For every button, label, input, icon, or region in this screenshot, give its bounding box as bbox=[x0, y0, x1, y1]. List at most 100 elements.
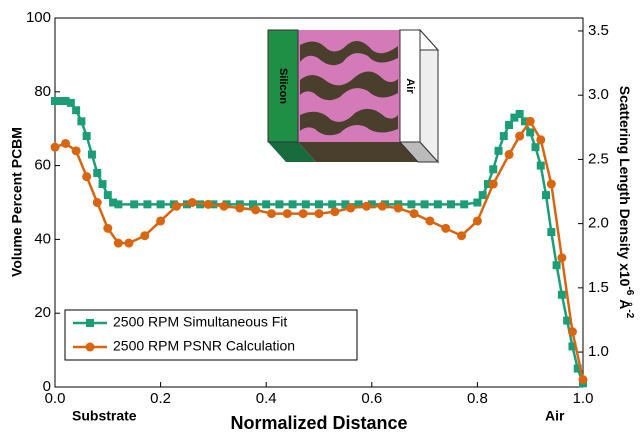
data-point bbox=[546, 179, 556, 189]
data-point bbox=[61, 138, 71, 148]
data-point bbox=[109, 198, 118, 207]
data-point bbox=[51, 97, 59, 106]
inset-label: Silicon bbox=[277, 68, 289, 104]
data-point bbox=[93, 168, 102, 177]
data-point bbox=[301, 200, 310, 209]
data-point bbox=[354, 200, 363, 209]
data-point bbox=[563, 316, 572, 325]
y-tick-label: 0 bbox=[43, 378, 51, 395]
data-point bbox=[542, 191, 551, 200]
data-point bbox=[143, 200, 152, 209]
data-point bbox=[367, 200, 376, 209]
y2-label-part: Å bbox=[617, 295, 633, 309]
y-tick-label: 80 bbox=[34, 83, 51, 100]
data-point bbox=[103, 191, 112, 200]
data-point bbox=[275, 200, 284, 209]
data-point bbox=[433, 200, 442, 209]
data-point bbox=[547, 228, 556, 237]
x-tick-label: 1.0 bbox=[573, 390, 594, 407]
data-point bbox=[515, 131, 525, 141]
data-point bbox=[71, 146, 81, 156]
data-point bbox=[61, 97, 70, 106]
annotation: Air bbox=[545, 408, 565, 424]
data-point bbox=[531, 143, 540, 152]
y-tick-label: 40 bbox=[34, 230, 51, 247]
y2-tick-label: 2.5 bbox=[588, 150, 609, 167]
y2-label-part: Scattering Length Density x10 bbox=[617, 86, 633, 287]
data-point bbox=[525, 116, 535, 126]
inset-label: Air bbox=[404, 78, 416, 94]
data-point bbox=[409, 209, 419, 219]
data-point bbox=[315, 200, 323, 209]
data-point bbox=[473, 198, 482, 207]
y2-label-part: -2 bbox=[624, 309, 635, 318]
data-point bbox=[499, 132, 508, 141]
data-point bbox=[203, 199, 213, 209]
data-point bbox=[219, 201, 229, 211]
data-point bbox=[441, 223, 451, 233]
data-point bbox=[330, 207, 340, 217]
data-point bbox=[460, 200, 469, 209]
data-point bbox=[288, 200, 297, 209]
data-point bbox=[235, 203, 245, 213]
data-point bbox=[377, 201, 387, 211]
y-tick-label: 100 bbox=[26, 9, 51, 26]
data-point bbox=[393, 203, 403, 213]
y-tick-label: 60 bbox=[34, 157, 51, 174]
legend-marker bbox=[86, 319, 94, 327]
plot-frame bbox=[54, 17, 584, 388]
data-point bbox=[130, 200, 139, 209]
data-point bbox=[251, 205, 261, 215]
data-point bbox=[573, 364, 582, 373]
data-point bbox=[98, 180, 107, 189]
y-axis-label: Volume Percent PCBM bbox=[9, 127, 25, 277]
data-point bbox=[298, 209, 308, 219]
y2-label-part: -6 bbox=[624, 286, 635, 295]
data-point bbox=[510, 113, 519, 122]
data-point bbox=[520, 117, 529, 126]
y2-tick-label: 1.0 bbox=[588, 343, 609, 360]
data-point bbox=[156, 200, 165, 209]
data-point bbox=[536, 135, 546, 145]
data-point bbox=[103, 223, 113, 233]
x-tick-label: 0.8 bbox=[467, 390, 488, 407]
data-point bbox=[515, 109, 524, 118]
y2-tick-label: 2.0 bbox=[588, 215, 609, 232]
data-point bbox=[505, 121, 514, 130]
legend-marker bbox=[85, 342, 95, 352]
data-point bbox=[341, 200, 350, 209]
data-point bbox=[187, 198, 197, 207]
data-point bbox=[488, 179, 498, 189]
y-tick-label: 20 bbox=[34, 304, 51, 321]
legend-label: 2500 RPM PSNR Calculation bbox=[113, 338, 295, 354]
data-point bbox=[346, 203, 356, 213]
data-point bbox=[362, 201, 372, 211]
data-point bbox=[489, 165, 498, 174]
y2-tick-label: 3.0 bbox=[588, 86, 609, 103]
data-point bbox=[457, 231, 467, 241]
data-point bbox=[82, 172, 92, 182]
y2-tick-label: 1.5 bbox=[588, 279, 609, 296]
annotation: Substrate bbox=[72, 408, 137, 424]
data-point bbox=[557, 290, 566, 299]
data-point bbox=[66, 98, 75, 107]
x-tick-label: 0.4 bbox=[256, 390, 277, 407]
data-point bbox=[87, 150, 96, 159]
data-point bbox=[114, 200, 123, 209]
data-point bbox=[82, 132, 91, 141]
data-point bbox=[171, 201, 181, 211]
data-point bbox=[328, 200, 337, 209]
data-point bbox=[568, 342, 577, 351]
legend-label: 2500 RPM Simultaneous Fit bbox=[113, 314, 287, 330]
y2-axis-label: Scattering Length Density x10-6 Å-2 bbox=[617, 86, 635, 319]
data-point bbox=[124, 238, 134, 248]
legend-box bbox=[64, 309, 358, 361]
data-point bbox=[249, 200, 257, 209]
x-tick-label: 0.6 bbox=[361, 390, 382, 407]
data-point bbox=[72, 106, 81, 115]
data-point bbox=[504, 150, 514, 160]
y2-tick-label: 3.5 bbox=[588, 22, 609, 39]
data-point bbox=[483, 180, 492, 189]
inset: Silicon Air bbox=[267, 28, 440, 164]
